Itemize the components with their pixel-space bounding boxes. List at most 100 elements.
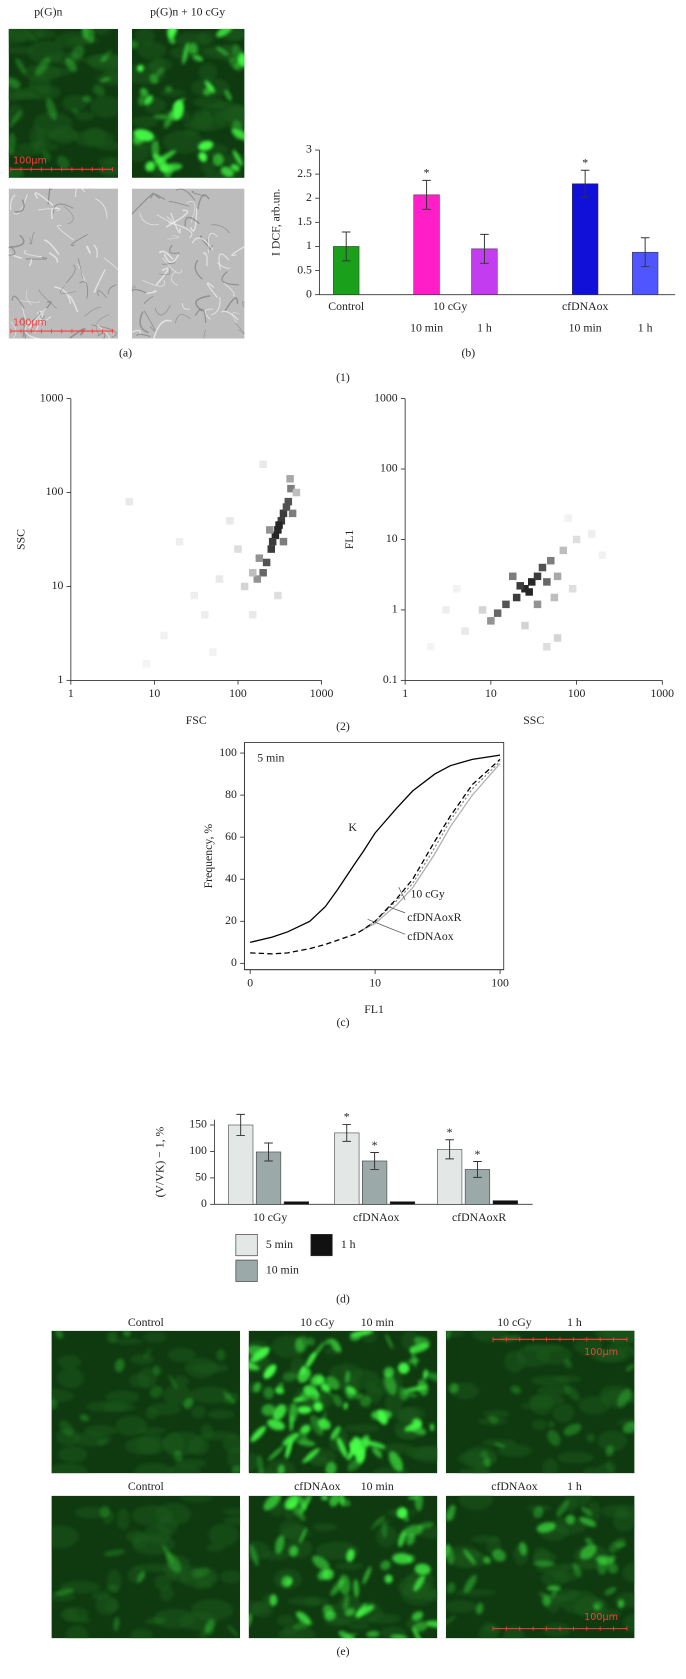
haze: [8, 87, 27, 102]
cell-outline: [194, 259, 203, 280]
cell-outline: [23, 249, 43, 258]
density-cell: [453, 584, 461, 593]
annotation: 5 min: [257, 751, 284, 764]
cell: [188, 42, 199, 55]
density-cell: [564, 514, 573, 523]
haze: [183, 118, 226, 132]
cell: [625, 1364, 635, 1372]
density-cell: [521, 621, 529, 630]
cell-outline: [37, 208, 61, 212]
cell: [256, 1454, 264, 1474]
cell: [617, 1388, 632, 1408]
error-bar: [445, 1139, 454, 1160]
cell: [372, 1447, 383, 1458]
haze: [219, 1570, 241, 1584]
panel-label: (d): [336, 1292, 350, 1305]
cell: [292, 1620, 314, 1630]
haze: [191, 1363, 229, 1373]
cell: [329, 1495, 340, 1507]
cell-outline: [203, 329, 206, 339]
x-tick-label: 10 min: [410, 322, 443, 335]
cell-outline: [168, 244, 180, 254]
cell: [324, 1338, 332, 1345]
haze: [589, 1349, 627, 1362]
haze: [93, 28, 111, 36]
cell: [353, 1579, 360, 1598]
error-bar: [480, 233, 489, 264]
cell-outline: [11, 295, 25, 309]
cell: [145, 161, 156, 172]
density-cell: [568, 584, 577, 593]
cell: [463, 1574, 477, 1594]
cell: [114, 1358, 125, 1373]
haze: [284, 1538, 313, 1559]
cell: [92, 84, 106, 97]
density-cell: [226, 517, 234, 525]
cell-outline: [221, 271, 239, 286]
cell-outline: [93, 269, 106, 293]
density-cell: [516, 582, 524, 590]
density-cell: [248, 610, 257, 619]
cell: [164, 85, 173, 93]
haze: [278, 1626, 316, 1639]
cell: [381, 1521, 388, 1539]
haze: [586, 1501, 601, 1523]
cell: [377, 1410, 388, 1425]
row-label: (1): [336, 371, 350, 384]
y-tick-label: 100: [46, 485, 64, 498]
cell-outline: [103, 257, 118, 271]
cell: [343, 1594, 350, 1611]
cell: [411, 1611, 424, 1621]
cell: [344, 1608, 355, 1617]
density-cell: [259, 568, 267, 577]
haze: [200, 161, 216, 174]
haze: [105, 1390, 140, 1404]
cell: [353, 1393, 364, 1400]
haze: [27, 40, 64, 64]
cell: [445, 1504, 456, 1521]
haze: [125, 1530, 146, 1543]
haze: [103, 1402, 135, 1412]
cell-outline: [25, 256, 48, 260]
cell: [298, 1429, 308, 1442]
cell: [330, 1426, 341, 1440]
cell-outline: [25, 290, 32, 306]
micrograph: [51, 1495, 241, 1639]
y-axis-label: SSC: [14, 529, 27, 550]
cell-outline: [175, 314, 191, 324]
density-cell: [287, 484, 295, 493]
cell: [302, 1448, 320, 1464]
density-cell: [487, 617, 495, 625]
haze: [578, 1396, 611, 1415]
cell: [406, 1533, 416, 1546]
cell-outline: [131, 192, 155, 215]
cell-outline: [93, 244, 98, 258]
haze: [148, 58, 173, 72]
cell: [143, 1348, 152, 1360]
haze: [223, 1516, 241, 1526]
cell-outline: [28, 308, 48, 329]
cell: [483, 1556, 491, 1564]
haze: [202, 48, 236, 59]
cell-outline: [191, 190, 206, 197]
cell-outline: [18, 317, 25, 338]
cell: [565, 1514, 576, 1525]
haze: [160, 88, 186, 97]
group-label: cfDNAox: [562, 300, 609, 313]
cell: [103, 1549, 125, 1557]
bar: [492, 1200, 518, 1205]
cell-outline: [153, 319, 172, 339]
leader-line: [398, 887, 406, 901]
cell-outline: [85, 245, 91, 254]
density-cell: [234, 545, 242, 553]
y-axis-label: I DCF, arb.un.: [269, 189, 282, 256]
haze: [445, 1600, 478, 1613]
cell-outline: [155, 267, 169, 286]
cell: [336, 1437, 348, 1459]
density-cell: [553, 634, 562, 642]
haze: [207, 1409, 235, 1420]
density-cell: [125, 497, 134, 506]
density-cell: [538, 563, 547, 572]
haze: [189, 1386, 232, 1404]
